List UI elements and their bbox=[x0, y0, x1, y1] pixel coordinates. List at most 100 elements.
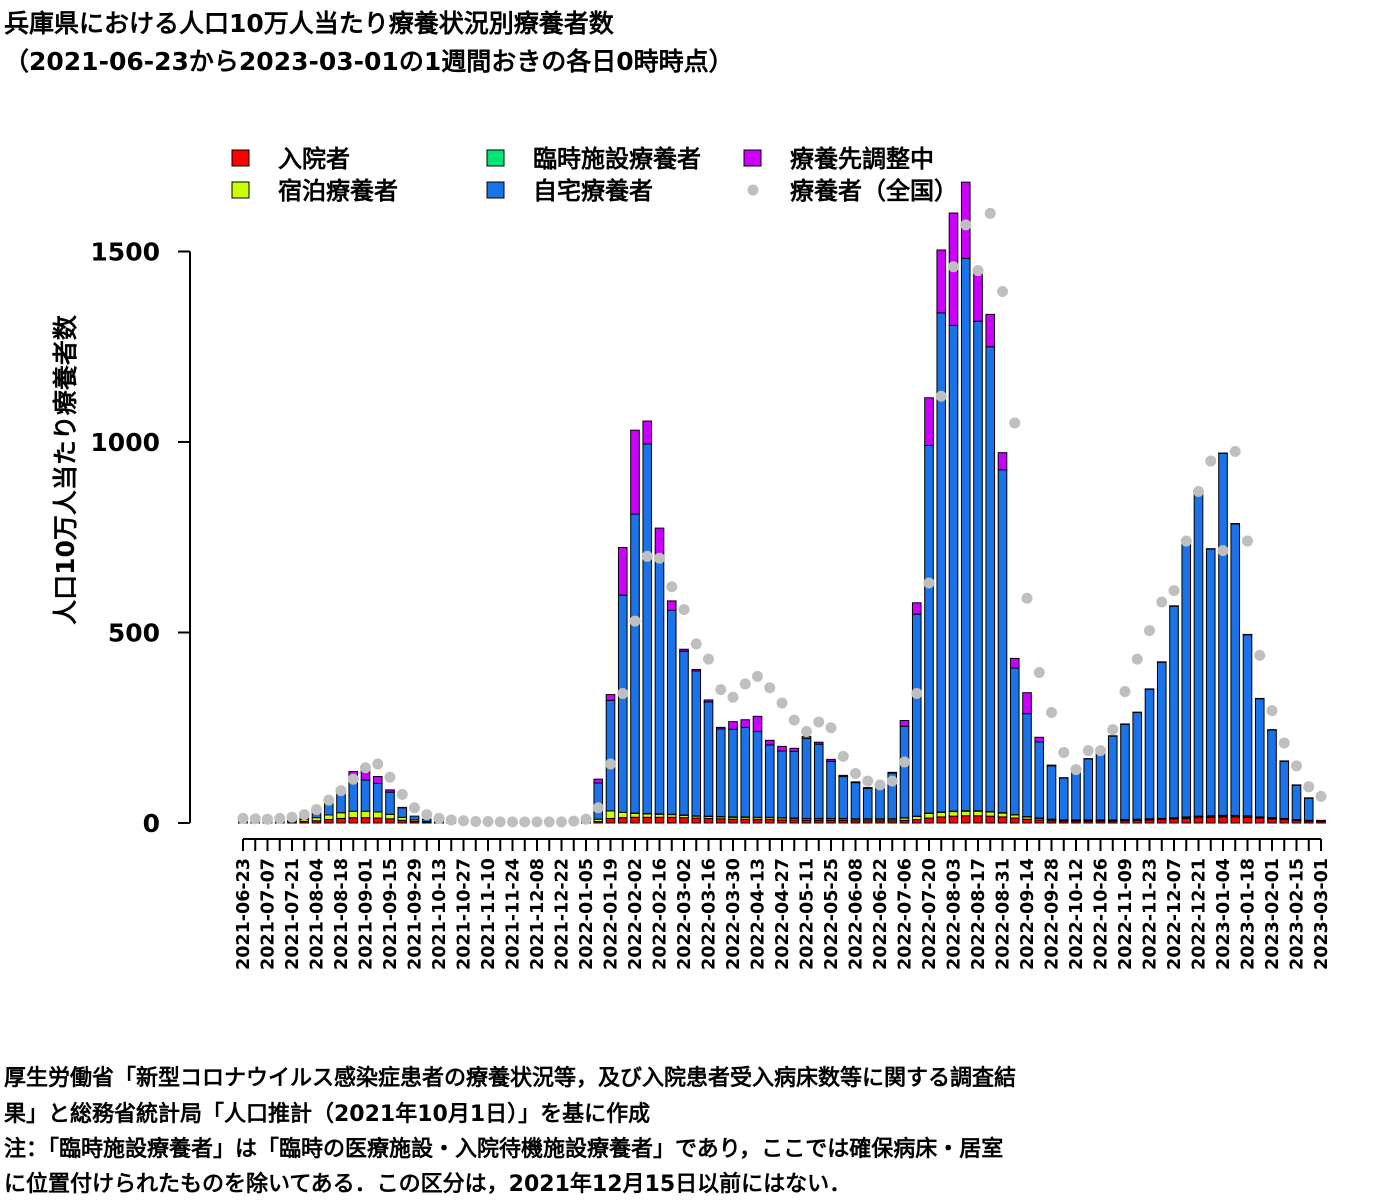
x-tick-label: 2022-10-26 bbox=[1092, 858, 1112, 970]
bar-segment-hospital bbox=[1156, 819, 1167, 824]
bar-segment-adjusting bbox=[1046, 764, 1057, 767]
bar-segment-hospital bbox=[372, 817, 383, 824]
bar-segment-home bbox=[875, 785, 885, 820]
bar-stack bbox=[936, 249, 947, 824]
bar-segment-hospital bbox=[997, 816, 1008, 824]
bar-segment-hospital bbox=[1279, 819, 1290, 824]
bar-segment-home bbox=[1279, 760, 1290, 819]
y-tick-label: 1500 bbox=[90, 238, 160, 267]
bar-segment-home bbox=[728, 728, 738, 818]
national-point bbox=[445, 814, 457, 826]
bar-segment-adjusting bbox=[911, 602, 922, 615]
national-point bbox=[605, 758, 616, 770]
national-point bbox=[1095, 745, 1106, 757]
bar-segment-home bbox=[1242, 634, 1253, 817]
bar-segment-hospital bbox=[728, 818, 738, 824]
bar-segment-adjusting bbox=[691, 668, 702, 672]
bar-segment-hotel bbox=[385, 813, 395, 820]
national-point bbox=[813, 716, 825, 728]
bar-segment-home bbox=[409, 815, 420, 821]
bar-segment-home bbox=[1303, 797, 1314, 821]
bar-segment-home bbox=[1132, 712, 1143, 820]
bar-segment-home bbox=[1230, 523, 1241, 816]
national-point bbox=[862, 775, 874, 787]
bar-stack bbox=[899, 720, 910, 824]
national-point bbox=[1217, 545, 1229, 557]
bar-stack bbox=[1230, 523, 1241, 824]
bar-segment-home bbox=[1009, 667, 1020, 816]
bar-segment-home bbox=[1156, 661, 1167, 819]
bar-stack bbox=[372, 776, 383, 824]
bar-segment-hospital bbox=[360, 817, 371, 824]
bar-segment-adjusting bbox=[887, 771, 898, 774]
y-tick-label: 500 bbox=[108, 619, 160, 648]
national-point bbox=[703, 653, 714, 665]
national-point bbox=[788, 714, 800, 726]
bar-segment-home bbox=[691, 670, 702, 817]
national-point bbox=[886, 775, 898, 787]
national-point bbox=[1254, 649, 1266, 661]
x-tick-label: 2022-06-08 bbox=[847, 858, 867, 970]
bar-stack bbox=[1254, 697, 1265, 824]
national-point bbox=[629, 615, 641, 627]
national-point bbox=[409, 802, 420, 814]
bar-stack bbox=[1046, 764, 1057, 824]
national-point bbox=[507, 816, 518, 828]
x-tick-label: 2022-11-23 bbox=[1141, 858, 1161, 970]
bar-segment-adjusting bbox=[740, 719, 751, 728]
national-point bbox=[837, 750, 849, 762]
bar-stack bbox=[654, 527, 665, 824]
bar-segment-hospital bbox=[654, 816, 665, 824]
national-point bbox=[372, 758, 384, 770]
x-tick-label: 2022-02-02 bbox=[626, 858, 646, 970]
national-point bbox=[1168, 585, 1180, 597]
bar-stack bbox=[1181, 543, 1192, 824]
bar-segment-adjusting bbox=[703, 699, 714, 703]
bar-stack bbox=[826, 758, 836, 824]
national-point bbox=[1315, 790, 1327, 802]
chart-title: 兵庫県における人口10万人当たり療養状況別療養者数 bbox=[4, 9, 614, 38]
bar-segment-home bbox=[1071, 768, 1081, 821]
national-point bbox=[347, 773, 359, 785]
national-point bbox=[678, 604, 690, 616]
national-point bbox=[286, 811, 298, 823]
bar-stack bbox=[679, 648, 689, 824]
bar-segment-adjusting bbox=[630, 429, 640, 515]
x-tick-label: 2022-09-14 bbox=[1018, 858, 1038, 970]
bars bbox=[238, 181, 1326, 824]
bar-segment-home bbox=[679, 650, 689, 816]
x-tick-label: 2023-01-04 bbox=[1214, 858, 1234, 970]
bar-stack bbox=[1058, 777, 1069, 824]
national-point bbox=[580, 813, 592, 825]
bar-stack bbox=[630, 429, 640, 824]
bar-stack bbox=[850, 781, 861, 824]
legend-label: 自宅療養者 bbox=[533, 177, 653, 205]
national-point bbox=[752, 670, 763, 682]
x-tick-label: 2021-07-21 bbox=[283, 858, 303, 970]
bar-segment-hospital bbox=[973, 815, 983, 824]
bar-segment-adjusting bbox=[617, 547, 628, 596]
national-point bbox=[1021, 592, 1033, 604]
national-point bbox=[1278, 737, 1290, 749]
bar-segment-hospital bbox=[715, 818, 726, 824]
national-point bbox=[715, 684, 727, 696]
bar-segment-home bbox=[703, 701, 714, 817]
national-point bbox=[470, 815, 482, 827]
bar-segment-adjusting bbox=[826, 758, 836, 762]
bar-segment-hospital bbox=[985, 815, 996, 824]
bar-segment-home bbox=[605, 699, 616, 812]
x-tick-label: 2021-09-01 bbox=[357, 858, 377, 970]
bar-segment-hospital bbox=[1022, 818, 1032, 824]
legend-item-home: 自宅療養者 bbox=[486, 177, 653, 205]
x-tick-label: 2023-02-15 bbox=[1288, 858, 1308, 970]
bar-segment-hotel bbox=[336, 812, 346, 819]
bar-segment-adjusting bbox=[752, 715, 763, 733]
national-point bbox=[911, 687, 923, 699]
bar-stack bbox=[960, 181, 971, 824]
national-point bbox=[776, 697, 788, 709]
national-point bbox=[396, 788, 408, 800]
bar-segment-home bbox=[372, 782, 383, 813]
bar-stack bbox=[1071, 767, 1081, 824]
